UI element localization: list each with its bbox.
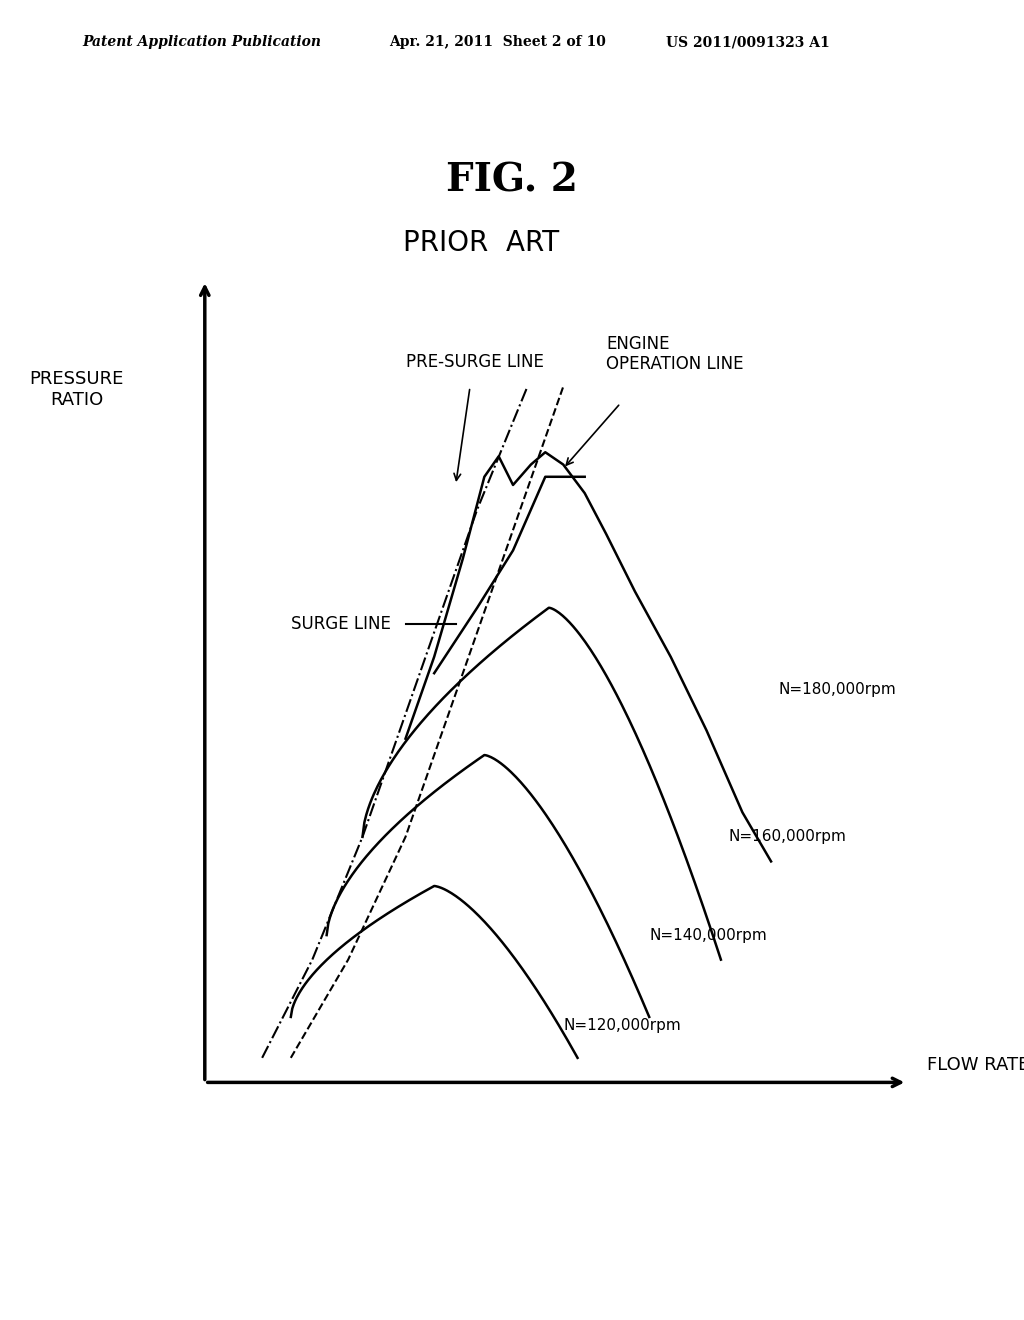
Text: PRIOR  ART: PRIOR ART: [403, 228, 559, 257]
Text: SURGE LINE: SURGE LINE: [291, 615, 391, 634]
Text: FIG. 2: FIG. 2: [446, 161, 578, 199]
Text: N=140,000rpm: N=140,000rpm: [649, 928, 767, 942]
Text: US 2011/0091323 A1: US 2011/0091323 A1: [666, 36, 829, 49]
Text: Apr. 21, 2011  Sheet 2 of 10: Apr. 21, 2011 Sheet 2 of 10: [389, 36, 606, 49]
Text: Patent Application Publication: Patent Application Publication: [82, 36, 321, 49]
Text: N=180,000rpm: N=180,000rpm: [778, 682, 896, 697]
Text: N=160,000rpm: N=160,000rpm: [728, 829, 846, 845]
Text: ENGINE
OPERATION LINE: ENGINE OPERATION LINE: [606, 335, 743, 374]
Text: PRE-SURGE LINE: PRE-SURGE LINE: [406, 354, 544, 371]
Text: PRESSURE
RATIO: PRESSURE RATIO: [30, 370, 124, 409]
Text: FLOW RATE: FLOW RATE: [927, 1056, 1024, 1074]
Text: N=120,000rpm: N=120,000rpm: [563, 1018, 681, 1032]
